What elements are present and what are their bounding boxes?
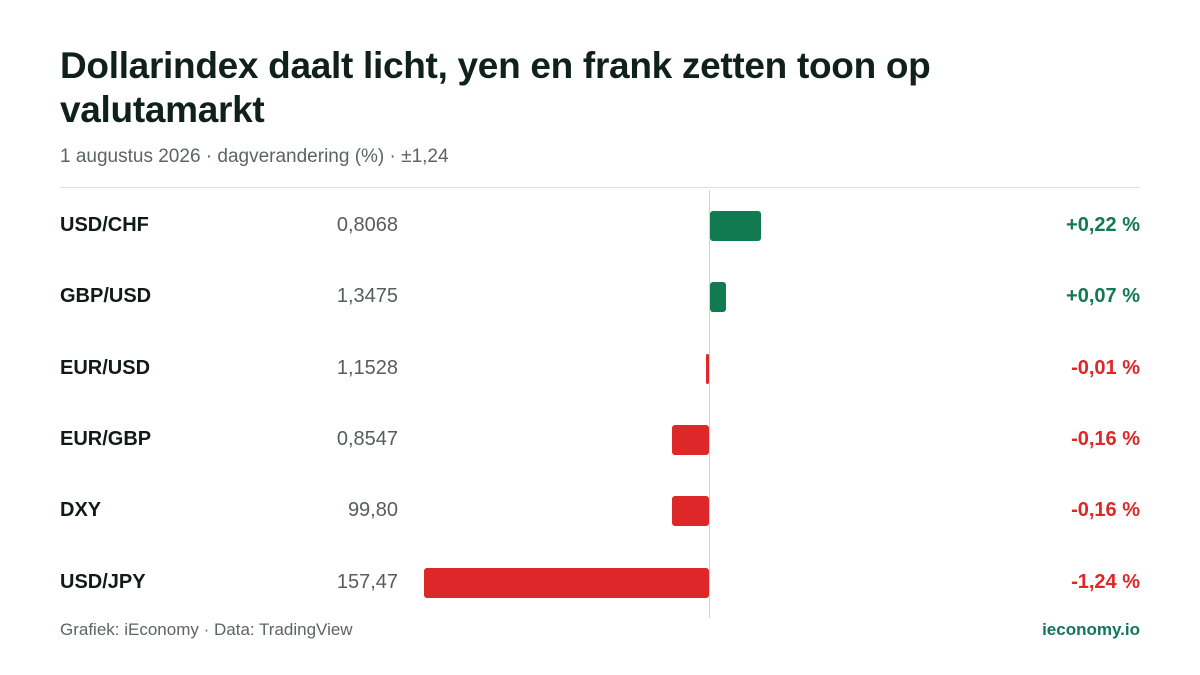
currency-pair-label: EUR/USD <box>60 356 151 379</box>
currency-pair-label: DXY <box>60 499 102 522</box>
change-bar <box>710 282 727 313</box>
chart-row: USD/CHF 0,8068 +0,22 % <box>60 190 1140 261</box>
chart-row: EUR/GBP 0,8547 -0,16 % <box>60 404 1140 475</box>
change-percent-label: -1,24 % <box>1071 570 1140 593</box>
chart-subtitle: 1 augustus 2026 · dagverandering (%) · ±… <box>60 146 449 167</box>
price-value: 0,8547 <box>336 427 398 450</box>
price-value: 1,3475 <box>336 285 398 308</box>
price-value: 157,47 <box>336 570 398 593</box>
change-percent-label: -0,16 % <box>1071 499 1140 522</box>
change-bar <box>672 496 709 527</box>
chart-row: GBP/USD 1,3475 +0,07 % <box>60 261 1140 332</box>
currency-pair-label: GBP/USD <box>60 285 152 308</box>
change-percent-label: +0,22 % <box>1066 214 1140 236</box>
chart-row: DXY 99,80 -0,16 % <box>60 475 1140 546</box>
change-bar <box>672 424 709 455</box>
change-bar <box>706 353 709 384</box>
change-bar <box>424 567 709 598</box>
source-credit: Grafiek: iEconomy · Data: TradingView <box>60 620 353 639</box>
currency-pair-label: USD/CHF <box>60 214 149 236</box>
header-divider <box>60 187 1140 188</box>
price-value: 1,1528 <box>336 356 398 379</box>
change-percent-label: -0,01 % <box>1071 356 1140 379</box>
currency-pair-label: USD/JPY <box>60 570 146 593</box>
chart-title: Dollarindex daalt licht, yen en frank ze… <box>60 45 931 130</box>
brand-link[interactable]: ieconomy.io <box>1042 620 1140 639</box>
change-bar <box>710 211 761 241</box>
zero-axis-line <box>709 190 710 618</box>
price-value: 0,8068 <box>336 214 398 236</box>
change-percent-label: -0,16 % <box>1071 427 1140 450</box>
chart-row: EUR/USD 1,1528 -0,01 % <box>60 333 1140 404</box>
currency-pair-label: EUR/GBP <box>60 427 152 450</box>
chart-row: USD/JPY 157,47 -1,24 % <box>60 547 1140 618</box>
price-value: 99,80 <box>347 499 398 522</box>
change-percent-label: +0,07 % <box>1066 285 1140 308</box>
